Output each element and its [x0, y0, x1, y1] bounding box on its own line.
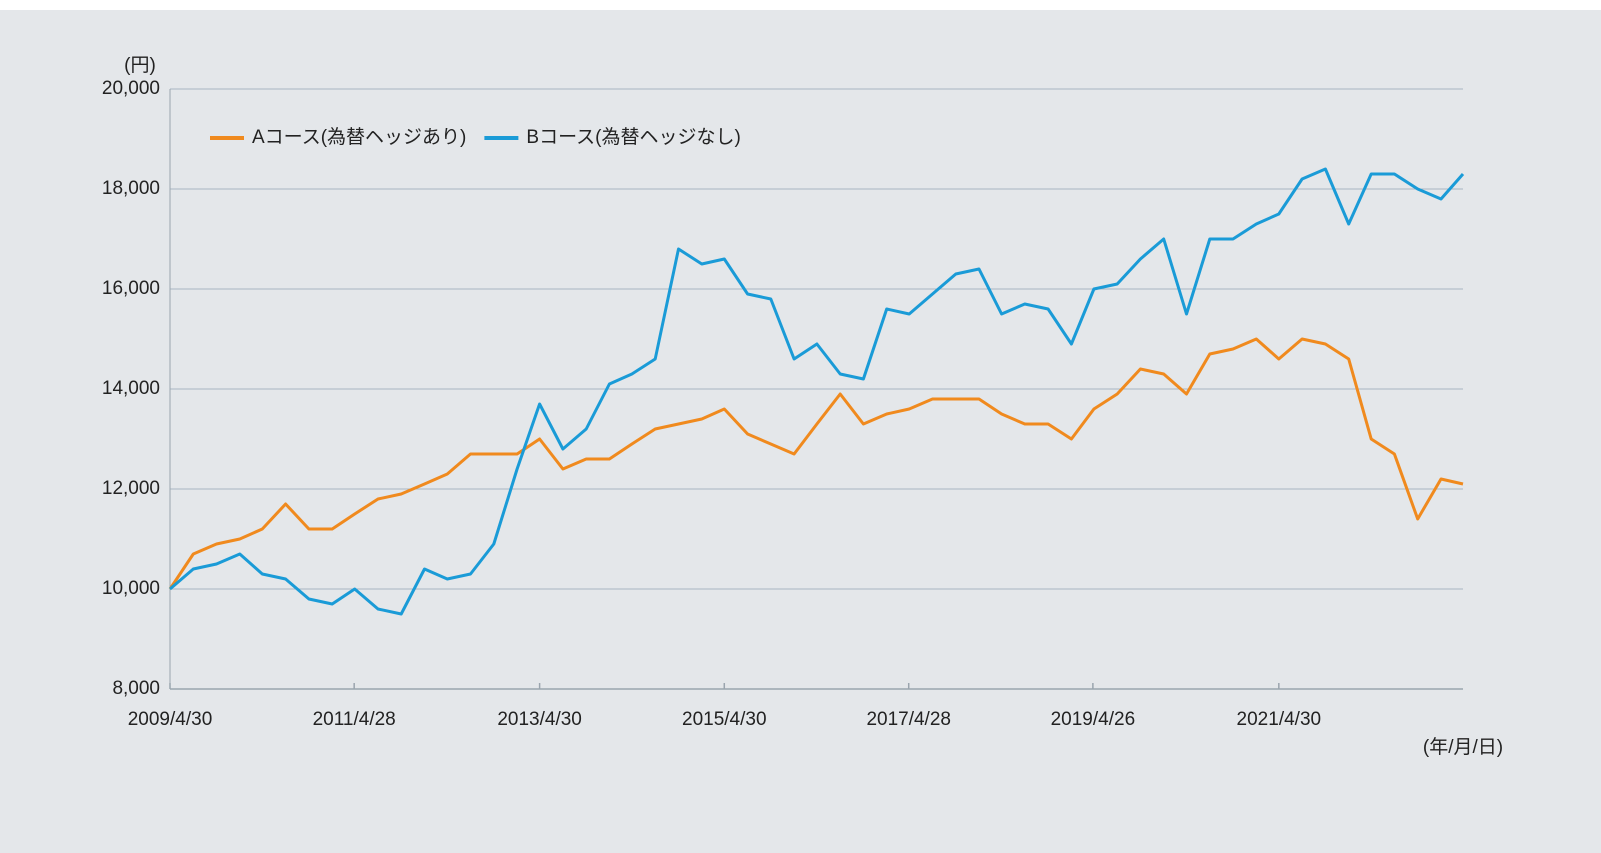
- y-tick-label: 18,000: [102, 178, 160, 199]
- legend-label: Aコース(為替ヘッジあり): [252, 126, 466, 148]
- y-tick-label: 10,000: [102, 578, 160, 599]
- y-tick-label: 16,000: [102, 278, 160, 299]
- y-unit-label: (円): [124, 55, 156, 76]
- x-tick-label: 2017/4/28: [866, 709, 951, 730]
- y-tick-label: 20,000: [102, 78, 160, 99]
- y-tick-label: 8,000: [112, 678, 160, 699]
- x-unit-label: (年/月/日): [1423, 736, 1503, 758]
- x-tick-label: 2009/4/30: [128, 709, 213, 730]
- x-tick-label: 2011/4/28: [313, 709, 396, 730]
- legend-label: Bコース(為替ヘッジなし): [526, 126, 740, 148]
- x-tick-label: 2019/4/26: [1051, 709, 1136, 730]
- y-tick-label: 12,000: [102, 478, 160, 499]
- x-tick-label: 2015/4/30: [682, 709, 767, 730]
- x-tick-label: 2013/4/30: [497, 709, 582, 730]
- x-tick-label: 2021/4/30: [1237, 709, 1322, 730]
- y-tick-label: 14,000: [102, 378, 160, 399]
- series-line: [169, 167, 1465, 616]
- panel: [0, 10, 1601, 853]
- series-line: [168, 337, 1464, 590]
